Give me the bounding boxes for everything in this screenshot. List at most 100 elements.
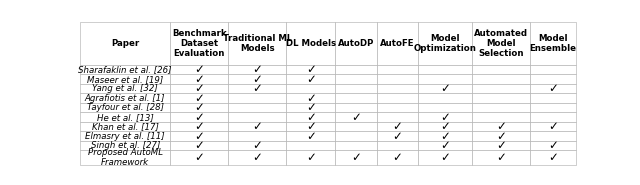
Bar [335, 150, 377, 165]
Text: ✓: ✓ [548, 151, 558, 164]
Text: ✓: ✓ [306, 92, 316, 105]
Bar [170, 74, 228, 84]
Bar [287, 22, 335, 65]
Bar [228, 150, 287, 165]
Bar [287, 150, 335, 165]
Text: ✓: ✓ [195, 139, 204, 152]
Bar [80, 84, 170, 93]
Bar [472, 84, 530, 93]
Text: ✓: ✓ [496, 120, 506, 133]
Text: ✓: ✓ [253, 120, 262, 133]
Bar [170, 131, 228, 141]
Text: ✓: ✓ [440, 151, 450, 164]
Bar [377, 84, 419, 93]
Bar [228, 131, 287, 141]
Bar [287, 84, 335, 93]
Bar [335, 141, 377, 150]
Text: ✓: ✓ [306, 151, 316, 164]
Text: Elmasry et al. [11]: Elmasry et al. [11] [85, 132, 165, 141]
Bar [170, 103, 228, 112]
Text: ✓: ✓ [548, 139, 558, 152]
Text: ✓: ✓ [306, 63, 316, 76]
Bar [377, 93, 419, 103]
Bar [287, 65, 335, 74]
Bar [228, 65, 287, 74]
Text: ✓: ✓ [496, 139, 506, 152]
Bar [530, 22, 576, 65]
Text: Traditional ML
Models: Traditional ML Models [223, 34, 292, 53]
Bar [228, 84, 287, 93]
Bar [287, 93, 335, 103]
Text: ✓: ✓ [195, 151, 204, 164]
Text: Agrafiotis et al. [1]: Agrafiotis et al. [1] [85, 94, 166, 103]
Text: ✓: ✓ [195, 120, 204, 133]
Text: ✓: ✓ [351, 151, 361, 164]
Text: ✓: ✓ [496, 151, 506, 164]
Bar [335, 122, 377, 131]
Text: ✓: ✓ [195, 101, 204, 114]
Text: ✓: ✓ [253, 151, 262, 164]
Bar [530, 103, 576, 112]
Bar [419, 84, 472, 93]
Text: ✓: ✓ [393, 151, 403, 164]
Text: ✓: ✓ [253, 139, 262, 152]
Bar [80, 122, 170, 131]
Text: Singh et al. [27]: Singh et al. [27] [90, 141, 160, 150]
Bar [80, 103, 170, 112]
Bar [80, 150, 170, 165]
Bar [170, 93, 228, 103]
Text: Automated
Model
Selection: Automated Model Selection [474, 29, 528, 58]
Text: ✓: ✓ [306, 73, 316, 86]
Bar [472, 122, 530, 131]
Bar [472, 22, 530, 65]
Bar [377, 131, 419, 141]
Text: Paper: Paper [111, 39, 140, 48]
Text: ✓: ✓ [306, 111, 316, 124]
Bar [377, 65, 419, 74]
Text: DL Models: DL Models [286, 39, 336, 48]
Bar [530, 112, 576, 122]
Bar [335, 74, 377, 84]
Bar [377, 141, 419, 150]
Text: ✓: ✓ [440, 130, 450, 143]
Text: ✓: ✓ [253, 63, 262, 76]
Bar [472, 74, 530, 84]
Text: Yang et al. [32]: Yang et al. [32] [92, 84, 158, 93]
Bar [287, 141, 335, 150]
Text: ✓: ✓ [253, 82, 262, 95]
Bar [80, 112, 170, 122]
Text: ✓: ✓ [351, 111, 361, 124]
Bar [170, 22, 228, 65]
Bar [419, 103, 472, 112]
Bar [472, 93, 530, 103]
Text: ✓: ✓ [548, 82, 558, 95]
Bar [287, 122, 335, 131]
Text: Model
Ensemble: Model Ensemble [529, 34, 577, 53]
Bar [228, 22, 287, 65]
Bar [335, 65, 377, 74]
Bar [377, 122, 419, 131]
Text: ✓: ✓ [393, 130, 403, 143]
Bar [335, 22, 377, 65]
Bar [530, 141, 576, 150]
Bar [170, 84, 228, 93]
Text: ✓: ✓ [195, 82, 204, 95]
Bar [335, 93, 377, 103]
Bar [530, 122, 576, 131]
Text: ✓: ✓ [253, 73, 262, 86]
Bar [530, 84, 576, 93]
Bar [530, 93, 576, 103]
Bar [419, 65, 472, 74]
Bar [419, 131, 472, 141]
Text: ✓: ✓ [548, 120, 558, 133]
Bar [228, 74, 287, 84]
Bar [530, 131, 576, 141]
Text: AutoFE: AutoFE [380, 39, 415, 48]
Bar [419, 141, 472, 150]
Text: ✓: ✓ [306, 130, 316, 143]
Bar [335, 103, 377, 112]
Bar [377, 22, 419, 65]
Bar [530, 150, 576, 165]
Text: ✓: ✓ [306, 120, 316, 133]
Text: ✓: ✓ [195, 130, 204, 143]
